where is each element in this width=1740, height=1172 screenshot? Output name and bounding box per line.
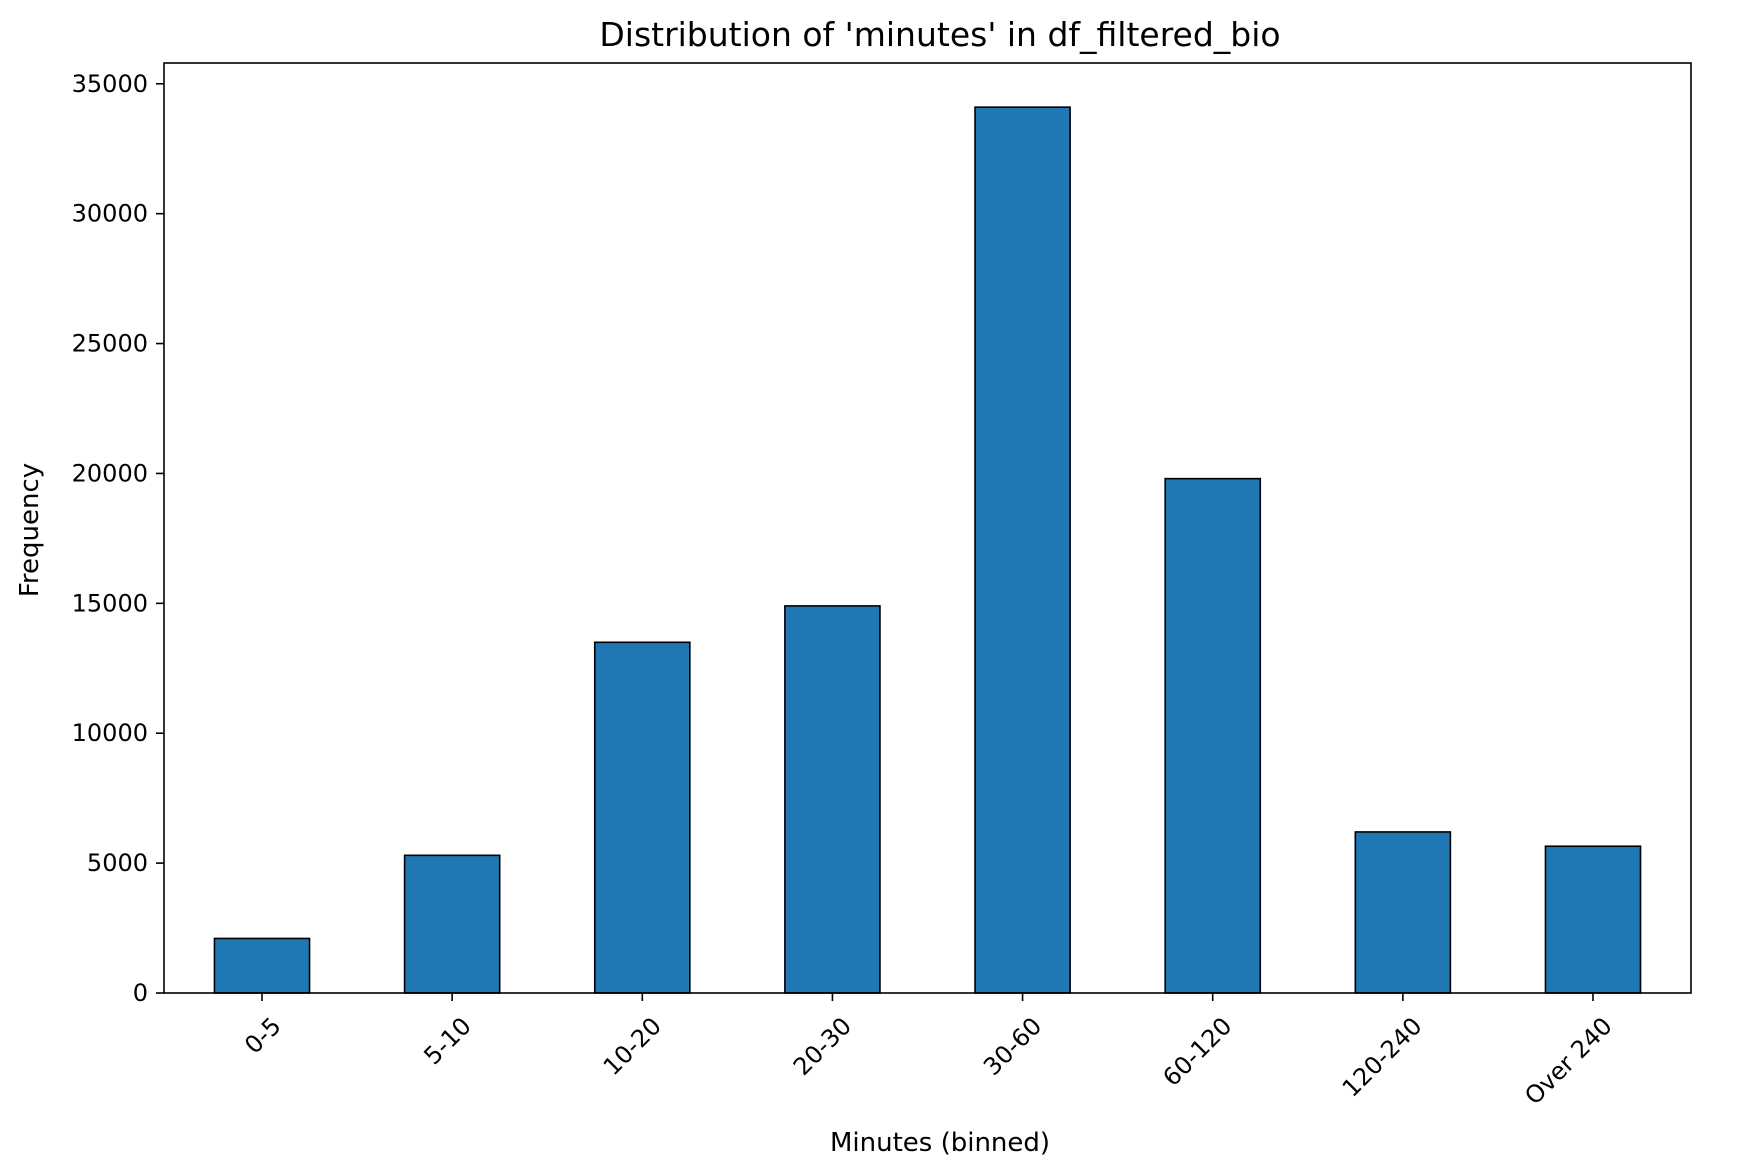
chart-title: Distribution of 'minutes' in df_filtered… (599, 15, 1280, 54)
bar-over-240 (1544, 845, 1642, 994)
x-tick-label: 20-30 (788, 1012, 857, 1081)
bar-120-240 (1354, 831, 1452, 994)
y-tick-label: 15000 (72, 589, 148, 617)
x-tick-label: 120-240 (1337, 1012, 1428, 1103)
y-tick-label: 10000 (72, 719, 148, 747)
y-tick-label: 30000 (72, 200, 148, 228)
y-tick-label: 5000 (87, 849, 148, 877)
bars-layer (213, 106, 1642, 994)
x-tick-label: Over 240 (1519, 1012, 1617, 1110)
y-axis-label: Frequency (15, 463, 45, 597)
bar-20-30 (784, 605, 881, 994)
bar-5-10 (403, 854, 501, 994)
y-tick-label: 0 (133, 979, 148, 1007)
bar-60-120 (1164, 477, 1262, 994)
y-tick-label: 20000 (72, 459, 148, 487)
x-tick-label: 60-120 (1157, 1012, 1237, 1092)
x-axis-label: Minutes (binned) (830, 1128, 1050, 1158)
x-tick-label: 10-20 (598, 1012, 667, 1081)
bar-10-20 (593, 641, 691, 994)
x-axis-ticks: 0-5 5-10 10-20 20-30 30-60 60-120 120-240 Over … (239, 993, 1618, 1110)
bar-0-5 (213, 937, 311, 994)
x-tick-label: 30-60 (978, 1012, 1047, 1081)
y-axis-ticks: 0 5000 10000 15000 20000 25000 30000 35000 (72, 70, 164, 1007)
y-tick-label: 25000 (72, 330, 148, 358)
x-tick-label: 0-5 (239, 1012, 287, 1060)
bar-30-60 (974, 106, 1071, 994)
y-tick-label: 35000 (72, 70, 148, 98)
plot-area-frame (163, 62, 1692, 994)
x-tick-label: 5-10 (419, 1012, 477, 1070)
